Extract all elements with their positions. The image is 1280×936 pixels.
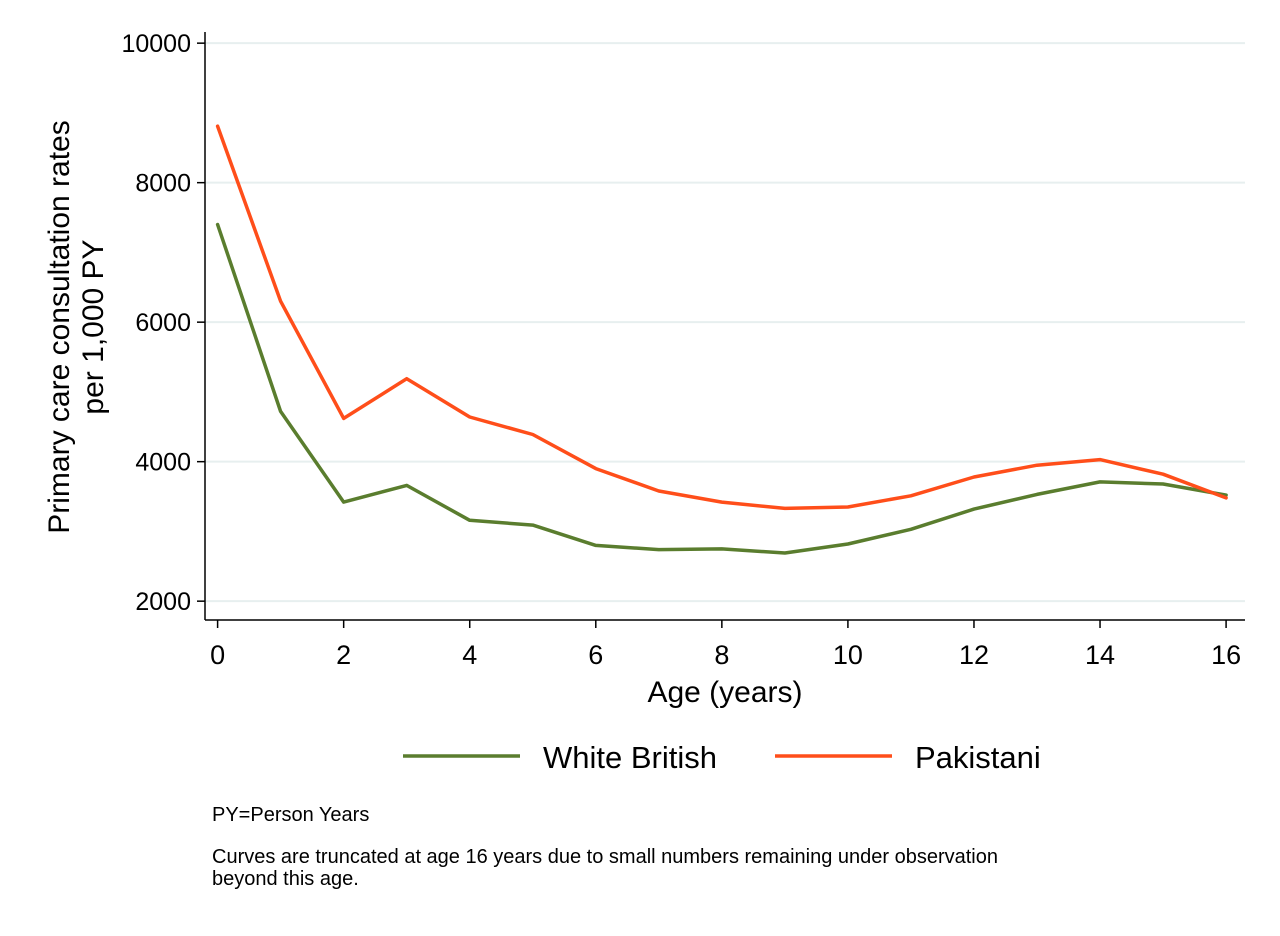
- series-line-white-british: [215, 222, 1228, 555]
- x-tick-label-12: 12: [959, 640, 989, 670]
- y-tick-label-10000: 10000: [121, 30, 191, 58]
- y-tick-label-2000: 2000: [135, 588, 191, 616]
- x-axis-ticks: 0 2 4 6 8 10 12 14 16: [210, 620, 1241, 670]
- footnote-py: PY=Person Years: [212, 804, 370, 826]
- x-tick-label-4: 4: [462, 640, 477, 670]
- axes: [204, 32, 1245, 621]
- legend: White British Pakistani: [403, 740, 1041, 775]
- y-tick-label-6000: 6000: [135, 309, 191, 337]
- y-axis-label-line-2: per 1,000 PY: [77, 239, 110, 414]
- legend-label-white-british: White British: [543, 740, 717, 775]
- x-axis-label: Age (years): [647, 676, 802, 709]
- footnote-truncation-line-1: Curves are truncated at age 16 years due…: [212, 846, 998, 868]
- legend-label-pakistani: Pakistani: [915, 740, 1041, 775]
- x-tick-label-10: 10: [833, 640, 863, 670]
- x-tick-label-0: 0: [210, 640, 225, 670]
- x-tick-label-14: 14: [1085, 640, 1115, 670]
- plot-background: [205, 32, 1245, 620]
- y-axis-ticks: 2000 4000 6000 8000 10000: [121, 30, 205, 616]
- y-tick-label-8000: 8000: [135, 170, 191, 198]
- x-tick-label-8: 8: [714, 640, 729, 670]
- y-axis-label-line-1: Primary care consultation rates: [43, 120, 76, 534]
- x-tick-label-2: 2: [336, 640, 351, 670]
- x-tick-label-6: 6: [588, 640, 603, 670]
- x-tick-label-16: 16: [1211, 640, 1241, 670]
- footnote-truncation-line-2: beyond this age.: [212, 868, 359, 890]
- y-tick-label-4000: 4000: [135, 449, 191, 477]
- series-lines: [215, 124, 1228, 555]
- series-line-pakistani: [215, 124, 1228, 511]
